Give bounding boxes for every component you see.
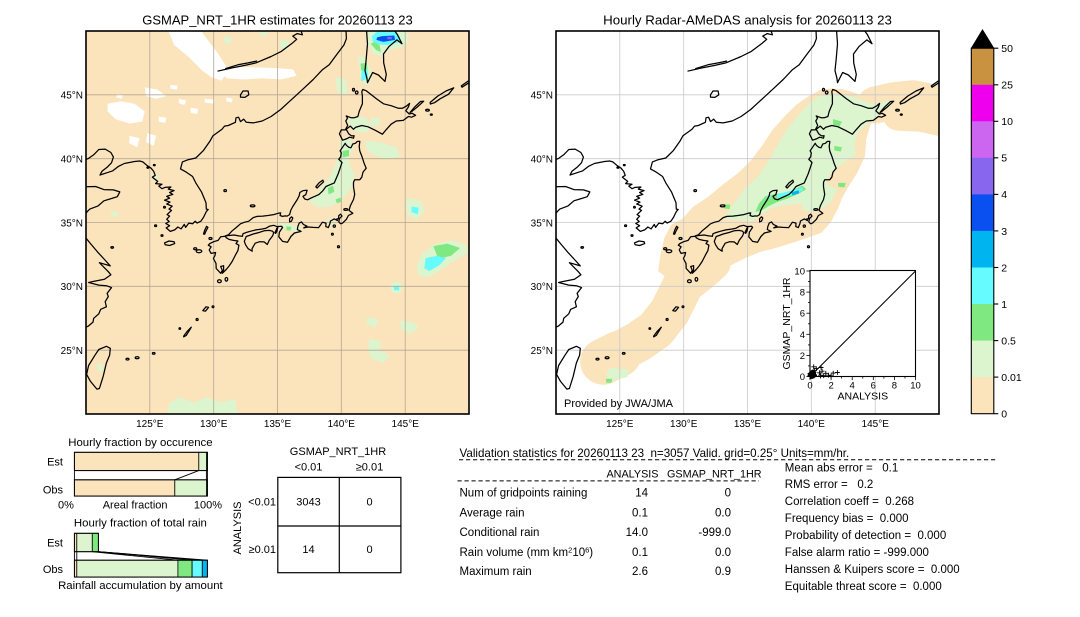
svg-text:<0.01: <0.01	[295, 462, 323, 474]
svg-text:35°N: 35°N	[61, 218, 83, 229]
svg-text:135°E: 135°E	[264, 419, 292, 430]
svg-text:Obs: Obs	[43, 564, 64, 576]
svg-text:0%: 0%	[58, 500, 74, 512]
svg-text:Est: Est	[47, 538, 63, 550]
svg-text:Validation statistics for 2026: Validation statistics for 20260113 23 n=…	[460, 447, 850, 460]
svg-text:0: 0	[725, 488, 731, 500]
svg-text:0: 0	[807, 381, 812, 392]
svg-text:45°N: 45°N	[531, 91, 553, 102]
svg-text:0.1: 0.1	[632, 547, 648, 559]
svg-text:RMS error = 0.2: RMS error = 0.2	[785, 479, 874, 491]
svg-text:6: 6	[800, 309, 805, 320]
svg-text:2: 2	[1001, 262, 1007, 274]
svg-text:100%: 100%	[194, 500, 222, 512]
svg-text:25: 25	[1001, 80, 1013, 92]
svg-text:130°E: 130°E	[200, 419, 228, 430]
svg-text:10: 10	[794, 267, 805, 278]
svg-text:ANALYSIS: ANALYSIS	[606, 468, 658, 480]
svg-text:1: 1	[1001, 299, 1007, 311]
svg-text:Mean abs error = 0.1: Mean abs error = 0.1	[785, 462, 898, 474]
svg-text:≥0.01: ≥0.01	[356, 462, 383, 474]
svg-text:False alarm ratio = -999.000: False alarm ratio = -999.000	[785, 547, 929, 559]
svg-text:<0.01: <0.01	[248, 497, 276, 509]
svg-text:Areal fraction: Areal fraction	[103, 500, 168, 512]
svg-text:Hourly Radar-AMeDAS analysis f: Hourly Radar-AMeDAS analysis for 2026011…	[603, 13, 892, 28]
svg-text:2: 2	[828, 381, 833, 392]
svg-text:Obs: Obs	[43, 485, 64, 497]
svg-text:Rain volume (mm km2106): Rain volume (mm km2106)	[460, 546, 594, 560]
svg-text:Probability of detection = 0.: Probability of detection = 0.000	[785, 530, 946, 542]
svg-text:35°N: 35°N	[531, 218, 553, 229]
svg-text:Num of gridpoints raining: Num of gridpoints raining	[460, 488, 588, 500]
svg-text:10: 10	[910, 381, 921, 392]
svg-text:2.6: 2.6	[632, 566, 648, 578]
svg-text:0.9: 0.9	[715, 566, 731, 578]
svg-text:25°N: 25°N	[531, 346, 553, 357]
svg-text:140°E: 140°E	[328, 419, 356, 430]
svg-text:3: 3	[1001, 226, 1007, 238]
svg-text:30°N: 30°N	[61, 282, 83, 293]
svg-text:0.0: 0.0	[715, 547, 731, 559]
svg-text:130°E: 130°E	[670, 419, 698, 430]
svg-text:Est: Est	[47, 457, 63, 469]
svg-text:6: 6	[871, 381, 876, 392]
svg-text:0.5: 0.5	[1001, 335, 1016, 347]
svg-text:125°E: 125°E	[136, 419, 164, 430]
svg-text:2: 2	[800, 351, 805, 362]
svg-text:0.1: 0.1	[632, 507, 648, 519]
svg-text:5: 5	[1001, 153, 1007, 165]
svg-text:140°E: 140°E	[798, 419, 826, 430]
svg-text:14: 14	[302, 544, 314, 556]
svg-text:45°N: 45°N	[61, 91, 83, 102]
svg-text:50: 50	[1001, 43, 1013, 55]
svg-text:40°N: 40°N	[531, 155, 553, 166]
svg-text:-999.0: -999.0	[698, 527, 731, 539]
svg-text:ANALYSIS: ANALYSIS	[232, 502, 244, 555]
svg-text:4: 4	[850, 381, 855, 392]
svg-text:Provided by JWA/JMA: Provided by JWA/JMA	[564, 398, 674, 410]
svg-text:0: 0	[366, 544, 372, 556]
svg-text:0: 0	[1001, 409, 1007, 421]
svg-text:145°E: 145°E	[392, 419, 420, 430]
svg-text:Conditional rain: Conditional rain	[460, 527, 540, 539]
svg-text:Frequency bias = 0.000: Frequency bias = 0.000	[785, 513, 909, 525]
svg-text:0: 0	[800, 372, 805, 383]
svg-text:135°E: 135°E	[734, 419, 762, 430]
svg-text:Equitable threat score = 0.00: Equitable threat score = 0.000	[785, 581, 942, 593]
svg-text:Rainfall accumulation by amoun: Rainfall accumulation by amount	[58, 580, 223, 592]
svg-text:ANALYSIS: ANALYSIS	[838, 391, 889, 403]
svg-text:40°N: 40°N	[61, 155, 83, 166]
svg-text:25°N: 25°N	[61, 346, 83, 357]
svg-text:GSMAP_NRT_1HR: GSMAP_NRT_1HR	[290, 446, 386, 458]
svg-text:0.01: 0.01	[1001, 372, 1022, 384]
svg-text:0.0: 0.0	[715, 507, 731, 519]
svg-text:Hourly fraction by occurence: Hourly fraction by occurence	[68, 437, 212, 449]
svg-text:14: 14	[635, 488, 648, 500]
svg-text:10: 10	[1001, 116, 1013, 128]
svg-text:GSMAP_NRT_1HR: GSMAP_NRT_1HR	[667, 468, 762, 480]
svg-text:4: 4	[1001, 189, 1007, 201]
svg-text:145°E: 145°E	[862, 419, 890, 430]
svg-text:GSMAP_NRT_1HR: GSMAP_NRT_1HR	[781, 277, 793, 369]
svg-text:30°N: 30°N	[531, 282, 553, 293]
svg-text:Hourly fraction of total rain: Hourly fraction of total rain	[74, 518, 207, 530]
svg-text:8: 8	[892, 381, 897, 392]
svg-text:8: 8	[800, 288, 805, 299]
svg-text:Maximum rain: Maximum rain	[460, 566, 532, 578]
svg-text:Hanssen & Kuipers score = 0.0: Hanssen & Kuipers score = 0.000	[785, 564, 960, 576]
svg-text:Average rain: Average rain	[460, 507, 525, 519]
svg-text:≥0.01: ≥0.01	[249, 544, 276, 556]
svg-text:14.0: 14.0	[626, 527, 648, 539]
svg-text:125°E: 125°E	[606, 419, 634, 430]
svg-text:0: 0	[366, 497, 372, 509]
svg-text:3043: 3043	[296, 497, 320, 509]
svg-text:Correlation coeff = 0.268: Correlation coeff = 0.268	[785, 496, 914, 508]
svg-text:GSMAP_NRT_1HR estimates for 20: GSMAP_NRT_1HR estimates for 20260113 23	[142, 13, 413, 28]
svg-text:4: 4	[800, 330, 805, 341]
